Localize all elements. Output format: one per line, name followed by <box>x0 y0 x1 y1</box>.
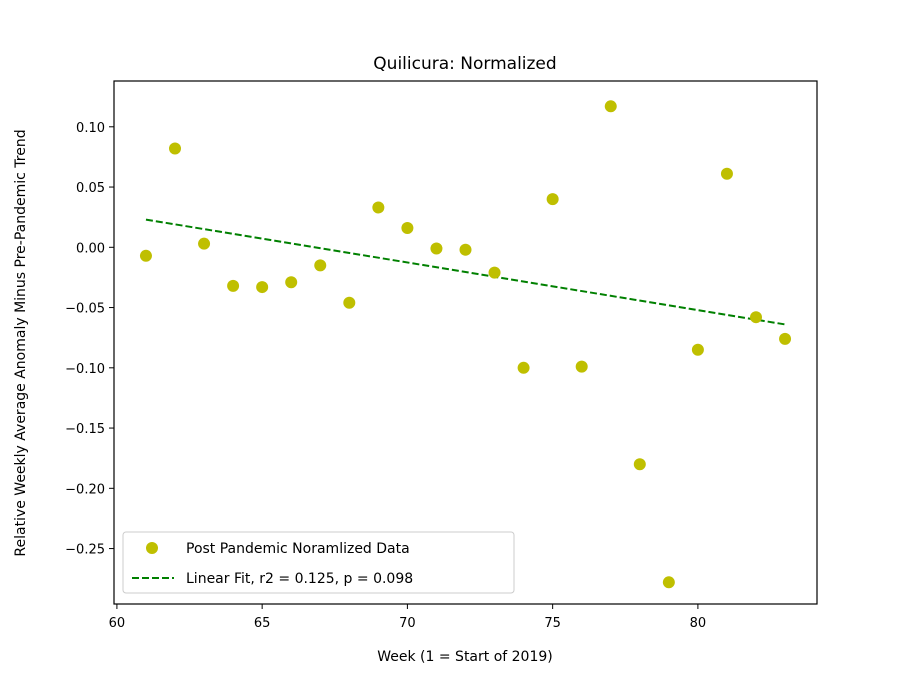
x-tick-label: 75 <box>544 616 561 631</box>
data-point <box>779 332 792 345</box>
legend-marker-scatter <box>146 542 158 554</box>
data-point <box>517 361 530 374</box>
x-tick-label: 70 <box>399 616 416 631</box>
y-tick-label: 0.05 <box>76 181 105 196</box>
data-point <box>372 201 385 214</box>
y-axis-ticks: 0.10 0.05 0.00 −0.05 −0.10 −0.15 −0.20 −0.25 <box>65 121 114 558</box>
y-tick-label: 0.00 <box>76 241 105 256</box>
data-point <box>198 237 211 250</box>
plot-frame <box>113 80 818 605</box>
y-tick-label: 0.10 <box>76 121 105 136</box>
y-tick-label: −0.15 <box>65 422 105 437</box>
data-point <box>430 242 443 255</box>
x-tick-label: 80 <box>690 616 707 631</box>
data-point <box>285 276 298 289</box>
x-tick-label: 60 <box>109 616 126 631</box>
data-point <box>314 259 327 272</box>
data-point <box>575 360 588 373</box>
data-point <box>662 576 675 589</box>
data-point <box>401 222 414 235</box>
data-point <box>169 142 182 155</box>
legend-box <box>122 531 515 594</box>
data-point <box>749 311 762 324</box>
data-point <box>459 243 472 256</box>
x-axis-ticks: 60 65 70 75 80 <box>109 604 707 631</box>
x-axis-label: Week (1 = Start of 2019) <box>377 649 553 665</box>
data-point <box>256 281 269 294</box>
y-tick-label: −0.25 <box>65 543 105 558</box>
legend-label-scatter: Post Pandemic Noramlized Data <box>186 541 410 557</box>
legend: Post Pandemic Noramlized Data Linear Fit… <box>122 531 515 594</box>
legend-label-fit-line: Linear Fit, r2 = 0.125, p = 0.098 <box>186 571 413 587</box>
fit-line <box>145 218 786 326</box>
plot-area <box>139 100 792 589</box>
y-tick-label: −0.20 <box>65 482 105 497</box>
data-point <box>546 193 559 206</box>
data-point <box>227 279 240 292</box>
data-point <box>633 458 646 471</box>
data-point <box>488 266 501 279</box>
data-point <box>604 100 617 113</box>
y-tick-label: −0.10 <box>65 362 105 377</box>
data-point <box>720 167 733 180</box>
chart-title: Quilicura: Normalized <box>373 54 556 74</box>
data-point <box>691 343 704 356</box>
y-axis-label: Relative Weekly Average Anomaly Minus Pr… <box>13 129 29 556</box>
x-tick-label: 65 <box>254 616 271 631</box>
data-point <box>139 249 152 262</box>
data-point <box>343 296 356 309</box>
y-tick-label: −0.05 <box>65 302 105 317</box>
